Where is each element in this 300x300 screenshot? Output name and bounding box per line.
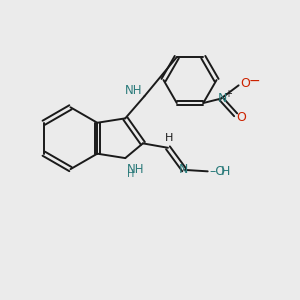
Text: N: N xyxy=(179,163,188,176)
Text: H: H xyxy=(221,165,230,178)
Text: NH: NH xyxy=(125,85,143,98)
Text: H: H xyxy=(127,169,134,179)
Text: +: + xyxy=(224,89,232,99)
Text: –O: –O xyxy=(209,165,225,178)
Text: O: O xyxy=(240,77,250,90)
Text: N: N xyxy=(218,92,227,105)
Text: −: − xyxy=(248,74,260,88)
Text: O: O xyxy=(236,111,246,124)
Text: NH: NH xyxy=(127,163,144,176)
Text: H: H xyxy=(165,134,174,143)
